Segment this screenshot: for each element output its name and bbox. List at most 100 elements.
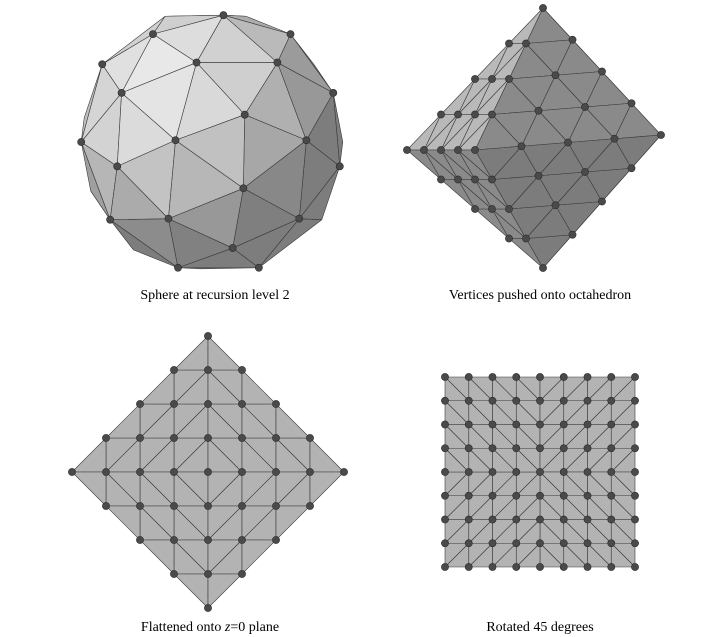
sphere-vertex: [98, 60, 107, 69]
sphere-vertex: [164, 214, 173, 223]
rot-vertex: [441, 373, 449, 381]
flat-vertex: [136, 536, 144, 544]
rot-facet: [444, 542, 470, 568]
octa-vertex: [454, 110, 462, 119]
octa-front-lower-facet: [406, 149, 442, 180]
octa-vertex: [568, 35, 577, 44]
octa-vertex: [505, 39, 513, 48]
flat-facet: [105, 505, 141, 541]
rot-vertex: [607, 515, 616, 524]
rot-vertex: [631, 373, 639, 381]
rot-vertex: [512, 515, 521, 524]
rot-vertex: [536, 396, 544, 405]
flat-vertex: [272, 400, 280, 408]
octa-vertex: [437, 146, 445, 154]
rot-vertex: [559, 515, 568, 524]
octa-vertex: [420, 146, 428, 154]
rot-facet: [587, 376, 612, 402]
flat-facet: [207, 335, 243, 371]
octa-vertex: [403, 146, 411, 154]
flat-facet: [139, 369, 175, 405]
flat-vertex: [102, 502, 110, 510]
flat-vertex: [204, 604, 212, 612]
sphere-vertex: [239, 184, 248, 193]
flat-vertex: [204, 400, 212, 408]
octa-vertex: [581, 168, 589, 176]
rot-facet: [539, 376, 565, 402]
rot-vertex: [631, 563, 639, 571]
rotated-diagram: [441, 373, 639, 571]
flat-vertex: [170, 468, 178, 476]
rot-vertex: [488, 491, 497, 500]
sphere-vertex: [273, 58, 282, 67]
rot-vertex: [488, 468, 497, 476]
rot-vertex: [464, 444, 473, 453]
rot-vertex: [441, 396, 449, 405]
rot-vertex: [512, 373, 521, 381]
flat-facet: [173, 573, 209, 609]
sphere-vertex: [77, 138, 86, 146]
flat-vertex: [272, 468, 280, 476]
sphere-vertex: [192, 58, 201, 67]
rot-vertex: [464, 396, 473, 405]
flat-vertex: [204, 502, 212, 510]
flat-vertex: [272, 536, 280, 544]
rot-vertex: [536, 491, 544, 500]
sphere-vertex: [329, 88, 338, 97]
flat-vertex: [238, 536, 246, 544]
octa-vertex: [598, 67, 606, 76]
octa-front-lower-facet: [423, 149, 459, 180]
sphere-caption: Sphere at recursion level 2: [140, 288, 290, 303]
rot-vertex: [607, 396, 616, 405]
rot-vertex: [488, 373, 497, 381]
octa-vertex: [437, 110, 445, 119]
rot-vertex: [441, 468, 449, 476]
octa-vertex: [471, 146, 479, 154]
rot-vertex: [536, 373, 544, 381]
flat-vertex: [204, 468, 212, 476]
rot-facet: [444, 519, 470, 544]
rot-vertex: [464, 420, 473, 429]
sphere-vertex: [228, 244, 237, 252]
octa-vertex: [488, 175, 496, 184]
rot-vertex: [607, 539, 616, 548]
octa-vertex: [471, 175, 479, 184]
flattened-caption: Flattened onto z=0 plane: [60, 620, 360, 636]
rot-vertex: [464, 563, 473, 571]
rot-facet: [468, 542, 493, 568]
flat-facet: [71, 437, 107, 473]
rot-vertex: [559, 539, 568, 548]
rot-vertex: [631, 396, 639, 405]
rot-vertex: [583, 491, 592, 500]
rot-vertex: [583, 515, 592, 524]
sphere-vertex: [113, 162, 122, 171]
sphere-vertex: [117, 88, 126, 97]
rot-vertex: [631, 515, 639, 524]
rot-facet: [444, 447, 470, 473]
rot-vertex: [441, 420, 449, 429]
rot-facet: [610, 519, 636, 544]
rot-facet: [610, 400, 636, 425]
rot-vertex: [512, 539, 521, 548]
rot-facet: [492, 376, 517, 402]
flattened-panel: [60, 325, 360, 615]
rot-vertex: [559, 396, 568, 405]
rot-vertex: [607, 563, 616, 571]
flat-facet: [71, 471, 107, 507]
rot-vertex: [583, 444, 592, 453]
rot-facet: [444, 424, 470, 449]
flat-vertex: [170, 536, 178, 544]
rot-facet: [610, 471, 636, 497]
flat-vertex: [272, 502, 280, 510]
octa-vertex: [517, 142, 526, 151]
rot-facet: [515, 542, 541, 568]
rot-facet: [610, 495, 636, 520]
sphere-facet: [175, 114, 246, 189]
octa-right-lower-facet: [614, 134, 662, 169]
rot-vertex: [583, 396, 592, 405]
flat-facet: [207, 573, 243, 609]
flat-vertex: [238, 570, 246, 578]
rot-vertex: [607, 468, 616, 476]
octa-right-lower-facet: [567, 138, 615, 173]
flat-vertex: [170, 366, 178, 374]
